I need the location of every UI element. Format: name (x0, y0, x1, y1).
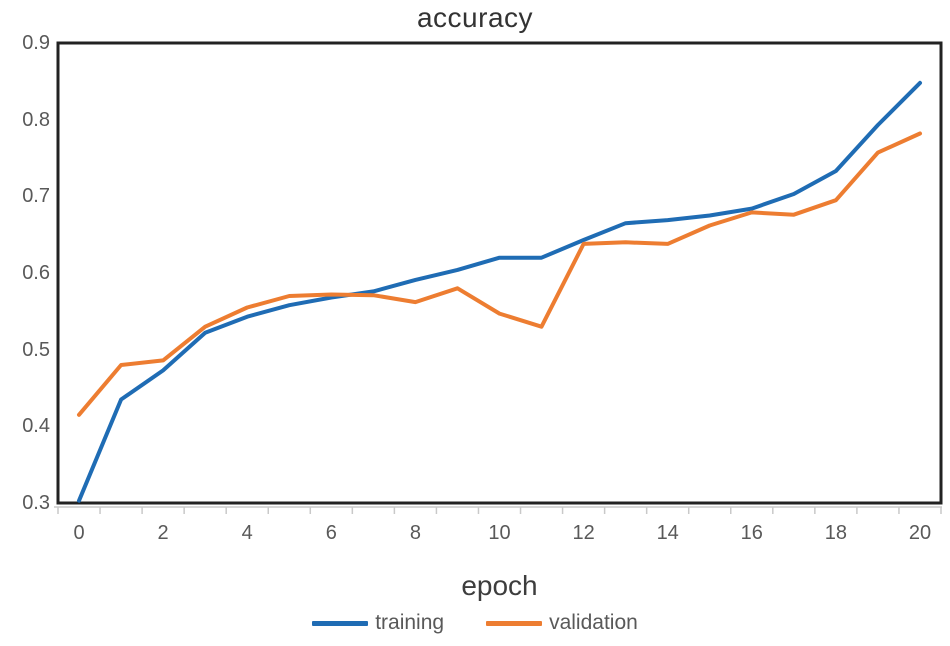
x-tick-label: 0 (73, 522, 85, 544)
y-tick-label: 0.7 (22, 185, 50, 208)
series-line-training (77, 80, 922, 503)
x-tick-label: 2 (157, 522, 169, 544)
x-axis-title: epoch (461, 570, 538, 601)
x-tick-label: 4 (241, 522, 253, 544)
legend-label-validation: validation (549, 611, 638, 634)
training-line-swatch (312, 620, 369, 626)
legend-label-training: training (375, 611, 445, 634)
legend: training validation (0, 607, 950, 639)
y-tick-label: 0.5 (22, 338, 50, 361)
y-tick-label: 0.4 (22, 415, 50, 438)
legend-item-validation: validation (486, 611, 638, 635)
legend-item-training: training (312, 611, 444, 635)
y-tick-label: 0.6 (22, 262, 50, 284)
y-tick-label: 0.9 (22, 32, 50, 54)
x-tick-label: 16 (740, 522, 763, 544)
x-tick-label: 14 (656, 522, 679, 544)
x-tick-label: 8 (409, 522, 421, 544)
plot-border (56, 41, 943, 505)
series-line-validation (77, 131, 922, 417)
x-tick-label: 12 (572, 522, 595, 544)
x-tick-label: 10 (488, 522, 511, 544)
x-tick-label: 18 (824, 522, 847, 544)
chart-title: accuracy (416, 2, 534, 33)
x-tick-label: 20 (908, 522, 932, 544)
validation-line-swatch (486, 620, 543, 626)
y-tick-label: 0.3 (22, 492, 50, 514)
x-tick-label: 6 (325, 522, 337, 544)
y-tick-label: 0.8 (22, 108, 50, 131)
